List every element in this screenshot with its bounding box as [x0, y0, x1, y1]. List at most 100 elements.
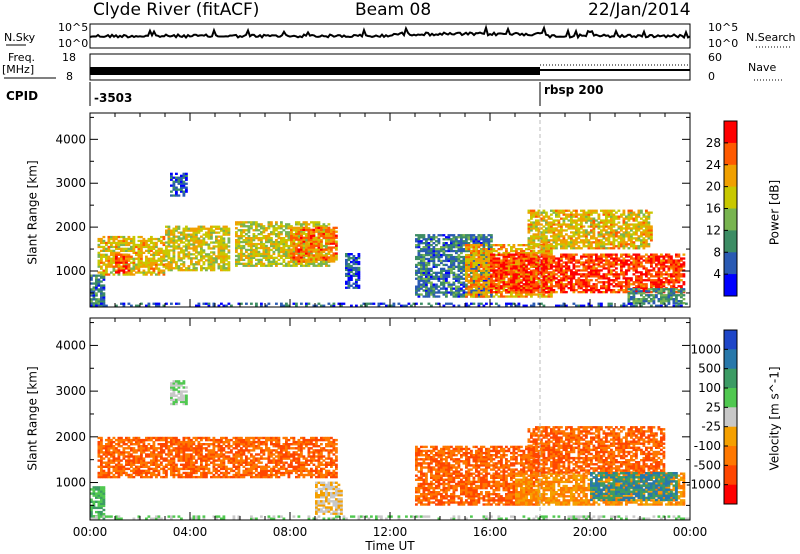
- power-cell: [475, 271, 478, 274]
- power-cell: [425, 277, 428, 280]
- power-cell: [422, 257, 426, 261]
- power-cell: [495, 273, 498, 276]
- power-cell: [527, 245, 531, 248]
- power-cell: [595, 245, 598, 248]
- power-cell: [490, 251, 493, 255]
- power-cell: [572, 247, 576, 250]
- power-cell: [680, 257, 683, 260]
- power-cell: [635, 279, 638, 282]
- power-cell: [487, 238, 491, 241]
- power-cell: [300, 244, 303, 248]
- power-cell: [432, 253, 436, 257]
- power-cell: [157, 271, 161, 274]
- power-cell: [660, 261, 663, 264]
- power-cell: [167, 233, 171, 236]
- power-cell: [480, 265, 483, 268]
- power-cell: [462, 289, 466, 292]
- power-cell: [180, 259, 183, 262]
- power-cell: [530, 225, 533, 228]
- power-cell: [555, 233, 558, 236]
- power-cell: [330, 258, 333, 261]
- power-cell: [660, 273, 663, 276]
- power-cell: [182, 251, 186, 254]
- power-cell: [225, 243, 228, 246]
- power-cell: [335, 242, 338, 245]
- power-cell: [565, 225, 568, 228]
- power-cell: [320, 250, 323, 253]
- power-cell: [505, 285, 508, 288]
- power-cell: [662, 263, 666, 266]
- power-cell: [302, 232, 306, 235]
- power-cell: [430, 259, 433, 263]
- power-cell: [527, 259, 531, 262]
- power-cell: [665, 271, 668, 274]
- power-cell: [157, 253, 161, 256]
- power-cell: [207, 265, 211, 268]
- power-cell: [520, 291, 523, 294]
- power-cell: [202, 233, 206, 236]
- power-cell: [470, 289, 473, 292]
- power-cell: [597, 277, 601, 280]
- power-cell: [227, 257, 231, 260]
- power-cell: [632, 273, 636, 276]
- power-cell: [490, 279, 493, 282]
- power-cell: [470, 285, 473, 288]
- power-cell: [302, 228, 306, 231]
- power-cell: [187, 251, 191, 254]
- power-cell: [607, 247, 611, 250]
- power-cell: [460, 275, 463, 278]
- power-cell: [515, 295, 518, 298]
- power-cell: [537, 231, 541, 234]
- power-cell: [450, 255, 453, 259]
- power-cell: [457, 259, 461, 263]
- power-cell: [107, 273, 111, 276]
- power-cell: [327, 230, 331, 233]
- power-cell: [585, 283, 588, 286]
- power-cell: [115, 263, 118, 266]
- power-cell: [542, 255, 546, 258]
- power-cell: [262, 242, 266, 246]
- power-cell: [127, 243, 131, 247]
- power-cell: [102, 235, 106, 239]
- power-cell: [537, 267, 541, 270]
- power-cell: [645, 257, 648, 260]
- power-cell: [512, 283, 516, 286]
- power-cell: [115, 241, 118, 245]
- power-cell: [545, 213, 548, 216]
- power-cell: [532, 293, 536, 296]
- power-cell: [112, 261, 116, 264]
- power-cell: [290, 252, 293, 255]
- power-cell: [137, 239, 141, 243]
- power-cell: [472, 293, 476, 296]
- power-cell: [420, 279, 423, 282]
- power-cell: [500, 267, 503, 270]
- cpid-value-2: rbsp 200: [544, 83, 604, 97]
- power-cell: [650, 261, 653, 264]
- power-cell: [177, 180, 181, 183]
- power-cell: [90, 290, 93, 293]
- power-cell: [462, 257, 466, 261]
- power-cell: [490, 261, 493, 264]
- power-cell: [180, 190, 183, 193]
- power-cell: [207, 233, 211, 236]
- power-cell: [272, 260, 276, 263]
- power-cell: [335, 234, 338, 237]
- power-cell: [487, 240, 491, 243]
- power-cell: [502, 295, 506, 298]
- power-cell: [530, 265, 533, 268]
- power-cell: [347, 274, 351, 277]
- power-cell: [127, 273, 131, 276]
- power-cell: [437, 257, 441, 261]
- power-cell: [635, 275, 638, 278]
- power-cell: [595, 223, 598, 226]
- power-cell: [305, 258, 308, 261]
- power-cell: [465, 261, 468, 265]
- power-cell: [547, 221, 551, 224]
- power-cell: [217, 239, 221, 242]
- power-cell: [427, 295, 431, 298]
- power-cell: [557, 261, 561, 264]
- power-cell: [467, 275, 471, 278]
- power-cell: [305, 223, 308, 226]
- power-cell: [140, 259, 143, 262]
- power-cell: [515, 287, 518, 290]
